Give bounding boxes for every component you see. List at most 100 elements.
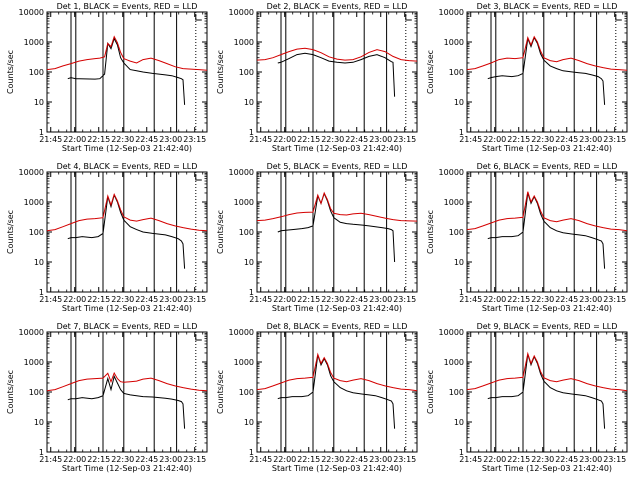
lld-series-line xyxy=(256,352,418,392)
x-axis-label: Start Time (12-Sep-03 21:42:40) xyxy=(272,464,402,473)
y-tick-label: 1000 xyxy=(234,198,254,207)
lld-series-line xyxy=(466,351,628,392)
x-axis-label: Start Time (12-Sep-03 21:42:40) xyxy=(62,304,192,313)
x-tick-label: 22:15 xyxy=(297,295,320,304)
y-tick-label: 1000 xyxy=(444,38,464,47)
x-tick-label: 22:00 xyxy=(483,135,506,144)
y-tick-label: 10 xyxy=(244,258,254,267)
x-tick-label: 22:15 xyxy=(507,135,530,144)
x-tick-label: 22:00 xyxy=(63,135,86,144)
x-tick-label: 22:45 xyxy=(345,135,368,144)
panel-title: Det 6, BLACK = Events, RED = LLD xyxy=(477,162,618,171)
x-tick-label: 23:00 xyxy=(369,295,392,304)
detector-panel-6: Det 6, BLACK = Events, RED = LLD 1 10 100 10… xyxy=(426,162,628,313)
lld-series-line xyxy=(256,47,418,62)
events-series-line xyxy=(67,374,186,429)
y-tick-label: 100 xyxy=(239,388,254,397)
x-tick-label: 22:45 xyxy=(345,295,368,304)
panel-title: Det 7, BLACK = Events, RED = LLD xyxy=(57,322,198,331)
x-axis-label: Start Time (12-Sep-03 21:42:40) xyxy=(482,464,612,473)
y-tick-label: 10000 xyxy=(439,168,464,177)
y-tick-label: 100 xyxy=(449,228,464,237)
detector-panel-7: Det 7, BLACK = Events, RED = LLD 1 10 100 10… xyxy=(6,322,208,473)
marker-bracket xyxy=(615,14,622,21)
marker-bracket xyxy=(615,334,622,341)
marker-bracket xyxy=(405,334,412,341)
y-axis-label: Counts/sec xyxy=(216,370,225,414)
x-axis-label: Start Time (12-Sep-03 21:42:40) xyxy=(62,144,192,153)
x-tick-label: 22:30 xyxy=(321,135,344,144)
events-series-line xyxy=(487,36,606,105)
x-axis-label: Start Time (12-Sep-03 21:42:40) xyxy=(62,464,192,473)
x-tick-label: 23:00 xyxy=(369,455,392,464)
y-tick-label: 1 xyxy=(39,448,44,457)
y-tick-label: 10000 xyxy=(19,8,44,17)
y-tick-label: 10 xyxy=(454,98,464,107)
x-tick-label: 23:15 xyxy=(183,455,206,464)
y-tick-label: 100 xyxy=(239,228,254,237)
x-tick-label: 21:45 xyxy=(39,295,62,304)
y-axis-label: Counts/sec xyxy=(216,210,225,254)
y-tick-label: 10000 xyxy=(229,328,254,337)
y-tick-label: 1 xyxy=(459,128,464,137)
x-tick-label: 22:30 xyxy=(111,295,134,304)
x-tick-label: 22:00 xyxy=(483,455,506,464)
y-tick-label: 100 xyxy=(449,68,464,77)
y-tick-label: 100 xyxy=(449,388,464,397)
x-tick-label: 22:00 xyxy=(273,295,296,304)
events-series-line xyxy=(487,354,606,429)
y-tick-label: 1000 xyxy=(24,38,44,47)
x-tick-label: 21:45 xyxy=(459,295,482,304)
y-tick-label: 10000 xyxy=(229,8,254,17)
y-tick-label: 10000 xyxy=(439,328,464,337)
x-tick-label: 22:00 xyxy=(273,135,296,144)
x-tick-label: 23:15 xyxy=(393,455,416,464)
marker-bracket xyxy=(405,174,412,181)
events-series-line xyxy=(67,37,186,105)
detector-panel-4: Det 4, BLACK = Events, RED = LLD 1 10 100 10… xyxy=(6,162,208,313)
x-tick-label: 22:00 xyxy=(483,295,506,304)
y-tick-label: 1 xyxy=(249,128,254,137)
y-tick-label: 10000 xyxy=(439,8,464,17)
panel-title: Det 3, BLACK = Events, RED = LLD xyxy=(477,2,618,11)
y-tick-label: 10000 xyxy=(229,168,254,177)
y-tick-label: 1 xyxy=(249,448,254,457)
panel-title: Det 4, BLACK = Events, RED = LLD xyxy=(57,162,198,171)
x-tick-label: 23:00 xyxy=(159,455,182,464)
detector-panel-5: Det 5, BLACK = Events, RED = LLD 1 10 100 10… xyxy=(216,162,418,313)
lld-series-line xyxy=(466,191,628,232)
y-tick-label: 10 xyxy=(244,418,254,427)
x-tick-label: 21:45 xyxy=(249,295,272,304)
y-tick-label: 1000 xyxy=(24,198,44,207)
x-tick-label: 22:30 xyxy=(531,295,554,304)
detector-panel-8: Det 8, BLACK = Events, RED = LLD 1 10 100 10… xyxy=(216,322,418,473)
y-tick-label: 10 xyxy=(454,258,464,267)
x-tick-label: 22:30 xyxy=(111,135,134,144)
y-tick-label: 10 xyxy=(34,258,44,267)
x-tick-label: 21:45 xyxy=(459,455,482,464)
y-tick-label: 100 xyxy=(29,388,44,397)
x-tick-label: 22:00 xyxy=(63,295,86,304)
x-tick-label: 21:45 xyxy=(459,135,482,144)
x-tick-label: 22:15 xyxy=(87,455,110,464)
x-tick-label: 23:15 xyxy=(393,135,416,144)
y-tick-label: 10000 xyxy=(19,168,44,177)
y-tick-label: 10 xyxy=(244,98,254,107)
x-tick-label: 23:15 xyxy=(183,135,206,144)
x-tick-label: 23:15 xyxy=(603,295,626,304)
y-axis-label: Counts/sec xyxy=(6,50,15,94)
y-tick-label: 1000 xyxy=(234,38,254,47)
events-series-line xyxy=(67,193,186,269)
x-tick-label: 22:45 xyxy=(135,135,158,144)
x-tick-label: 23:15 xyxy=(603,135,626,144)
x-tick-label: 23:15 xyxy=(393,295,416,304)
y-tick-label: 100 xyxy=(29,228,44,237)
x-tick-label: 22:30 xyxy=(531,135,554,144)
lld-series-line xyxy=(466,35,628,71)
y-tick-label: 10 xyxy=(34,98,44,107)
y-tick-label: 1000 xyxy=(234,358,254,367)
x-tick-label: 23:00 xyxy=(369,135,392,144)
y-tick-label: 1 xyxy=(459,448,464,457)
panel-title: Det 2, BLACK = Events, RED = LLD xyxy=(267,2,408,11)
